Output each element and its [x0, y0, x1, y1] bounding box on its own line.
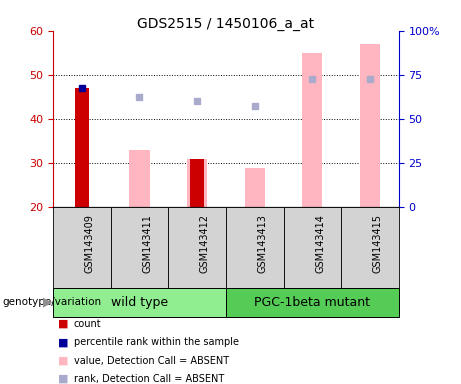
Bar	[75, 88, 89, 207]
Bar	[245, 167, 265, 207]
Bar	[190, 159, 204, 207]
Bar	[360, 44, 380, 207]
Text: genotype/variation: genotype/variation	[2, 297, 101, 308]
Text: rank, Detection Call = ABSENT: rank, Detection Call = ABSENT	[74, 374, 224, 384]
Text: count: count	[74, 319, 101, 329]
Text: ■: ■	[58, 319, 68, 329]
Bar	[130, 150, 149, 207]
Text: GDS2515 / 1450106_a_at: GDS2515 / 1450106_a_at	[137, 17, 314, 31]
Text: ■: ■	[58, 374, 68, 384]
Text: GSM143414: GSM143414	[315, 214, 325, 273]
Bar	[302, 53, 322, 207]
Text: PGC-1beta mutant: PGC-1beta mutant	[254, 296, 370, 309]
Text: GSM143409: GSM143409	[85, 214, 95, 273]
Text: percentile rank within the sample: percentile rank within the sample	[74, 337, 239, 347]
Bar	[187, 159, 207, 207]
Text: wild type: wild type	[111, 296, 168, 309]
Text: GSM143412: GSM143412	[200, 214, 210, 273]
Text: GSM143415: GSM143415	[373, 214, 383, 273]
Text: ▶: ▶	[43, 296, 53, 309]
Text: GSM143413: GSM143413	[258, 214, 267, 273]
Text: ■: ■	[58, 356, 68, 366]
Text: ■: ■	[58, 337, 68, 347]
Text: value, Detection Call = ABSENT: value, Detection Call = ABSENT	[74, 356, 229, 366]
Text: GSM143411: GSM143411	[142, 214, 152, 273]
